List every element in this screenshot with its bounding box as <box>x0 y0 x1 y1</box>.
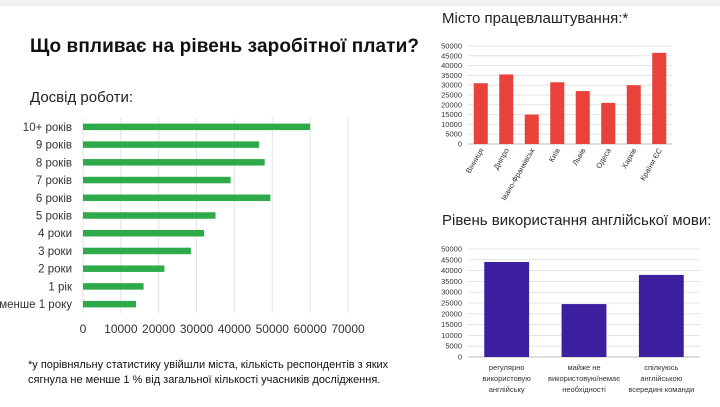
bar-7 <box>652 52 667 144</box>
y-category-label: 7 років <box>36 175 72 187</box>
y-category-label: 1 рік <box>48 281 73 293</box>
y-tick-label: 30000 <box>441 288 462 297</box>
bar-6 <box>83 229 205 237</box>
x-tick-label: 0 <box>80 322 87 336</box>
x-category-label: всередині команди <box>628 385 694 394</box>
y-category-label: 3 роки <box>38 246 72 258</box>
y-tick-label: 15000 <box>441 320 462 329</box>
y-tick-label: 10000 <box>441 120 462 129</box>
bar-0 <box>473 83 488 144</box>
footnote: *у порівняльну статистику увійшли міста,… <box>28 359 389 386</box>
bar-0 <box>83 123 311 131</box>
y-tick-label: 20000 <box>441 309 462 318</box>
y-tick-label: 5000 <box>445 130 462 139</box>
y-tick-label: 15000 <box>441 110 462 119</box>
page-title: Що впливає на рівень заробітної плати? <box>30 36 420 57</box>
y-category-label: 6 років <box>36 193 72 205</box>
bar-1 <box>83 141 260 148</box>
y-category-label: 9 років <box>36 140 72 152</box>
bar-4 <box>575 91 590 144</box>
bar-6 <box>626 85 641 144</box>
bar-3 <box>83 176 231 184</box>
y-tick-label: 45000 <box>441 255 462 264</box>
english-chart-title: Рівень використання англійської мови: <box>442 212 712 229</box>
y-category-label: 2 роки <box>38 264 72 276</box>
y-tick-label: 40000 <box>441 61 462 70</box>
experience-chart-title: Досвід роботи: <box>30 89 134 106</box>
x-category-label: використовую/немає <box>548 374 620 383</box>
x-category-label: англійську <box>489 385 525 394</box>
bar-3 <box>550 82 565 144</box>
x-category-label: майже не <box>567 363 600 372</box>
y-tick-label: 50000 <box>441 245 462 254</box>
bar-10 <box>83 300 136 308</box>
y-category-label: 5 років <box>36 211 72 223</box>
bar-9 <box>83 283 144 290</box>
x-category-label: регулярно <box>489 363 525 372</box>
y-category-label: менше 1 року <box>0 299 72 311</box>
bar-7 <box>83 247 191 255</box>
x-tick-label: 50000 <box>256 322 290 336</box>
y-tick-label: 35000 <box>441 71 462 80</box>
bar-1 <box>561 304 607 357</box>
y-tick-label: 40000 <box>441 266 462 275</box>
city-chart-title: Місто працевлаштування:* <box>442 10 629 27</box>
y-tick-label: 0 <box>458 140 462 149</box>
x-tick-label: 10000 <box>104 322 138 336</box>
bar-5 <box>601 102 616 144</box>
y-tick-label: 10000 <box>441 331 462 340</box>
y-tick-label: 5000 <box>445 342 462 351</box>
y-tick-label: 25000 <box>441 91 462 100</box>
x-category-label: спілкуюсь <box>644 363 678 372</box>
y-tick-label: 30000 <box>441 81 462 90</box>
top-strip <box>0 0 720 6</box>
bar-2 <box>524 114 539 144</box>
x-tick-label: 20000 <box>142 322 176 336</box>
x-tick-label: 60000 <box>293 322 327 336</box>
x-tick-label: 40000 <box>218 322 252 336</box>
y-tick-label: 35000 <box>441 277 462 286</box>
bar-5 <box>83 212 216 219</box>
x-category-label: використовую <box>482 374 531 383</box>
bar-2 <box>83 159 265 166</box>
bar-1 <box>499 74 514 144</box>
bar-4 <box>83 194 271 202</box>
x-tick-label: 70000 <box>331 322 365 336</box>
bar-0 <box>484 261 530 357</box>
y-tick-label: 25000 <box>441 299 462 308</box>
x-tick-label: 30000 <box>180 322 214 336</box>
y-tick-label: 20000 <box>441 100 462 109</box>
y-category-label: 10+ років <box>23 122 72 134</box>
bar-2 <box>638 274 684 357</box>
x-category-label: англійською <box>640 374 682 383</box>
x-category-label: необхідності <box>562 385 606 394</box>
y-tick-label: 50000 <box>441 42 462 51</box>
y-tick-label: 45000 <box>441 51 462 60</box>
y-category-label: 8 років <box>36 157 72 169</box>
bar-8 <box>83 265 165 272</box>
y-tick-label: 0 <box>458 353 462 362</box>
y-category-label: 4 роки <box>38 228 72 240</box>
